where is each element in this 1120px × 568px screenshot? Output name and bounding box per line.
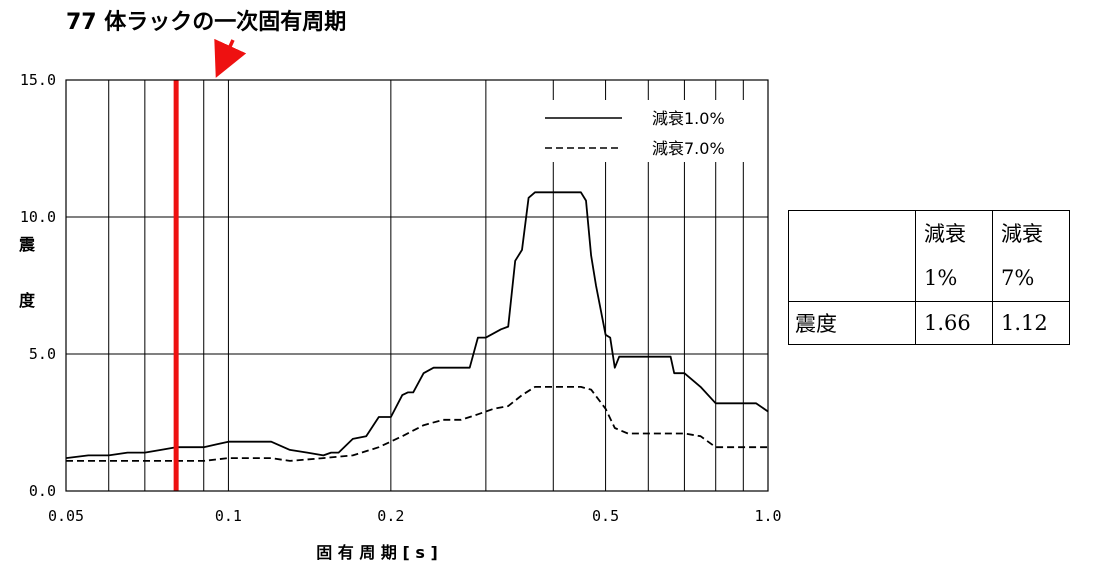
header-2-label: 減衰 bbox=[1001, 222, 1043, 246]
legend-label: 減衰7.0% bbox=[652, 139, 725, 158]
x-axis-title: 固 有 周 期 [ s ] bbox=[316, 543, 438, 562]
annotation-label: 77 体ラックの一次固有周期 bbox=[66, 10, 347, 35]
series-line bbox=[65, 191, 769, 459]
series-line bbox=[66, 385, 768, 462]
y-tick-label: 5.0 bbox=[29, 345, 56, 363]
damping-result-table: 減衰 1% 減衰 7% 震度 1.66 1.12 bbox=[788, 210, 1070, 345]
table-value-damping-7: 1.12 bbox=[992, 301, 1070, 345]
table-header-row: 減衰 1% 減衰 7% bbox=[788, 210, 1070, 302]
y-axis-title-char: 度 bbox=[19, 291, 36, 310]
x-tick-label: 0.05 bbox=[48, 507, 84, 525]
table-header-damping-1: 減衰 1% bbox=[915, 210, 993, 302]
x-tick-label: 0.2 bbox=[377, 507, 404, 525]
y-axis-title-char: 震 bbox=[18, 235, 36, 254]
header-1-sub: 1% bbox=[924, 266, 958, 290]
table-row: 震度 1.66 1.12 bbox=[788, 301, 1070, 345]
x-tick-label: 1.0 bbox=[754, 507, 781, 525]
header-2-sub: 7% bbox=[1001, 266, 1035, 290]
x-tick-label: 0.1 bbox=[215, 507, 242, 525]
y-tick-label: 15.0 bbox=[20, 71, 56, 89]
x-tick-label: 0.5 bbox=[592, 507, 619, 525]
table-header-damping-7: 減衰 7% bbox=[992, 210, 1070, 302]
header-1-label: 減衰 bbox=[924, 222, 966, 246]
legend-label: 減衰1.0% bbox=[652, 109, 725, 128]
y-tick-label: 0.0 bbox=[29, 482, 56, 500]
annotation-arrow bbox=[214, 38, 247, 78]
y-tick-label: 10.0 bbox=[20, 208, 56, 226]
table-value-damping-1: 1.66 bbox=[915, 301, 993, 345]
table-row-label: 震度 bbox=[788, 301, 916, 345]
plot-frame bbox=[65, 79, 769, 492]
legend-background bbox=[538, 100, 760, 162]
table-corner-cell bbox=[788, 210, 916, 302]
